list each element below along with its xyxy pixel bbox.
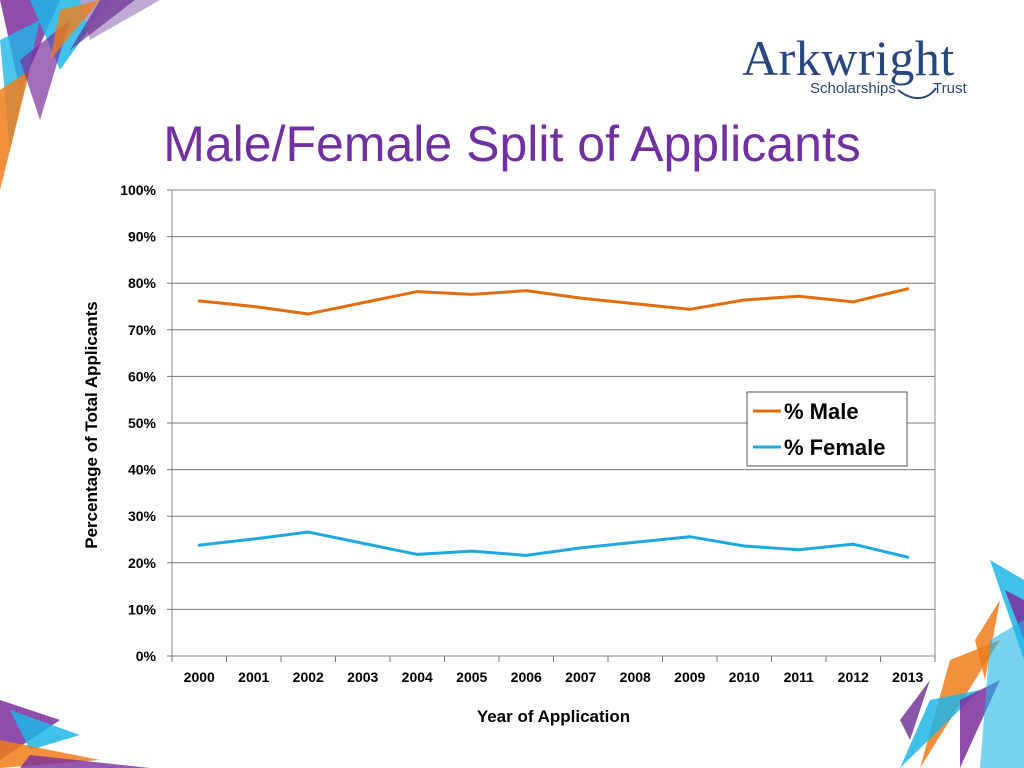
x-axis-title: Year of Application (477, 707, 630, 726)
data-point (361, 301, 365, 305)
y-tick-label: 70% (128, 322, 157, 338)
data-point (470, 292, 474, 296)
data-point (797, 294, 801, 298)
legend-box (746, 391, 908, 467)
y-axis-ticks: 0% 10% 20% 30% 40% 50% 60% 70% 80% 90% 100% (120, 182, 172, 664)
data-point (688, 307, 692, 311)
y-tick-label: 50% (128, 415, 157, 431)
data-point (524, 289, 528, 293)
x-tick-label: 2008 (620, 669, 651, 685)
y-tick-label: 10% (128, 601, 157, 617)
x-tick-label: 2006 (511, 669, 542, 685)
x-tick-label: 2011 (784, 669, 815, 685)
y-tick-label: 0% (136, 648, 157, 664)
x-axis-ticks: 2000 2001 2002 2003 2004 2005 2006 2007 2008 2009… (171, 656, 936, 685)
y-tick-label: 80% (128, 275, 157, 291)
x-tick-label: 2010 (729, 669, 760, 685)
y-axis-title: Percentage of Total Applicants (82, 301, 101, 549)
x-tick-label: 2013 (892, 669, 923, 685)
series-line-female (199, 530, 909, 559)
x-tick-label: 2000 (184, 669, 215, 685)
data-point (906, 555, 910, 559)
chart-legend: % Male % Female (746, 391, 908, 467)
data-point (579, 296, 583, 300)
logo-wordmark: Arkwright (742, 30, 955, 86)
data-point (688, 535, 692, 539)
data-point (633, 302, 637, 306)
bottom-right-shards (900, 560, 1024, 768)
x-tick-label: 2005 (456, 669, 487, 685)
data-point (415, 552, 419, 556)
data-point (415, 290, 419, 294)
x-tick-label: 2009 (674, 669, 705, 685)
data-point (742, 544, 746, 548)
y-tick-label: 30% (128, 508, 157, 524)
y-tick-label: 40% (128, 462, 157, 478)
data-point (797, 548, 801, 552)
top-left-shards (0, 0, 160, 190)
data-point (197, 543, 201, 547)
data-point (470, 549, 474, 553)
y-tick-label: 90% (128, 229, 157, 245)
x-tick-label: 2007 (565, 669, 596, 685)
x-tick-label: 2003 (347, 669, 378, 685)
logo-subtitle-right: Trust (933, 80, 967, 97)
y-tick-label: 20% (128, 555, 157, 571)
data-point (197, 299, 201, 303)
arkwright-logo: Arkwright Scholarships Trust (738, 30, 988, 102)
data-point (252, 305, 256, 308)
series-line-male (199, 287, 909, 316)
data-point (851, 542, 855, 546)
x-tick-label: 2002 (293, 669, 324, 685)
data-point (742, 298, 746, 302)
data-point (306, 312, 310, 316)
data-point (851, 300, 855, 304)
y-tick-label: 100% (120, 182, 156, 198)
legend-label-male: % Male (784, 399, 859, 424)
data-point (906, 287, 910, 291)
y-tick-label: 60% (128, 368, 157, 384)
x-tick-label: 2004 (402, 669, 433, 685)
data-point (524, 553, 528, 557)
logo-subtitle-left: Scholarships (810, 80, 896, 97)
data-point (361, 541, 365, 545)
slide-title: Male/Female Split of Applicants (163, 116, 861, 172)
logo-swoosh (897, 87, 937, 99)
data-point (252, 537, 256, 541)
chart-series (197, 287, 910, 559)
x-tick-label: 2001 (238, 669, 269, 685)
bottom-left-shards (0, 700, 150, 768)
legend-label-female: % Female (784, 435, 886, 460)
x-tick-label: 2012 (838, 669, 869, 685)
data-point (633, 540, 637, 544)
data-point (306, 530, 310, 534)
data-point (579, 546, 583, 550)
